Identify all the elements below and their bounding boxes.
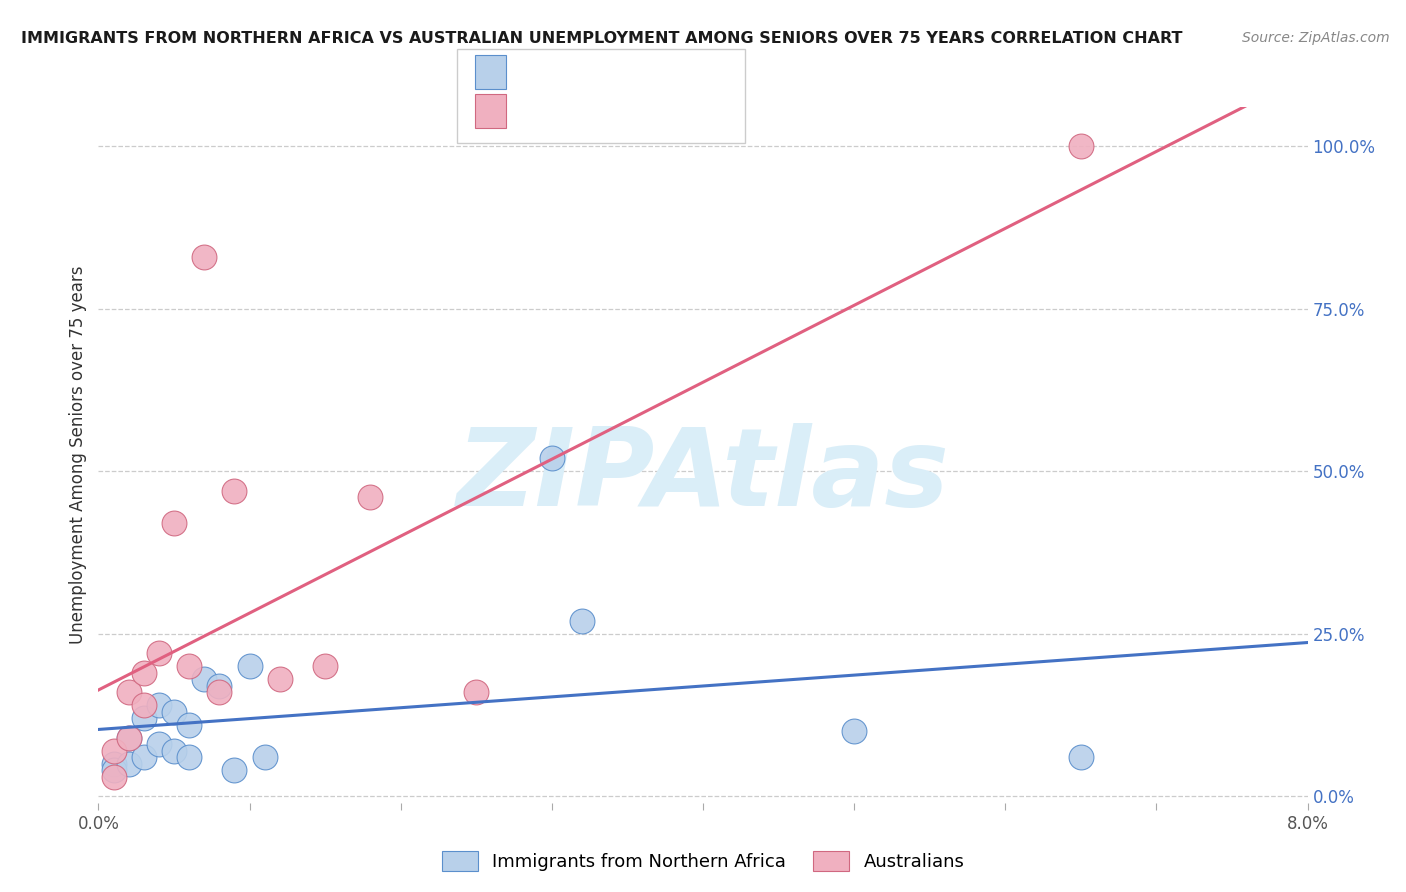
Point bbox=[132, 711, 155, 725]
Point bbox=[179, 659, 201, 673]
Point bbox=[253, 750, 276, 764]
Point bbox=[148, 646, 170, 660]
Point bbox=[224, 483, 246, 498]
Point bbox=[132, 698, 155, 713]
Point bbox=[163, 744, 186, 758]
Point bbox=[239, 659, 262, 673]
Point bbox=[163, 705, 186, 719]
Point bbox=[208, 679, 231, 693]
Text: 0.754: 0.754 bbox=[557, 102, 619, 120]
Point bbox=[360, 490, 382, 504]
Point bbox=[118, 731, 141, 745]
Text: 0.219: 0.219 bbox=[557, 62, 619, 82]
Point bbox=[314, 659, 336, 673]
Point bbox=[193, 672, 215, 686]
Legend: Immigrants from Northern Africa, Australians: Immigrants from Northern Africa, Austral… bbox=[434, 844, 972, 879]
Point bbox=[103, 744, 125, 758]
Point bbox=[541, 451, 564, 466]
Point bbox=[571, 614, 593, 628]
Point bbox=[118, 731, 141, 745]
Point bbox=[148, 698, 170, 713]
Point bbox=[1070, 750, 1092, 764]
Point bbox=[208, 685, 231, 699]
Point bbox=[103, 756, 125, 771]
Point bbox=[224, 764, 246, 778]
Point bbox=[844, 724, 866, 739]
Text: Source: ZipAtlas.com: Source: ZipAtlas.com bbox=[1241, 31, 1389, 45]
Point bbox=[193, 250, 215, 264]
Point bbox=[132, 750, 155, 764]
Point bbox=[103, 770, 125, 784]
Point bbox=[148, 737, 170, 751]
Point bbox=[1070, 139, 1092, 153]
Text: R =: R = bbox=[515, 102, 557, 120]
Text: N =: N = bbox=[610, 62, 666, 82]
Text: N =: N = bbox=[610, 102, 666, 120]
Text: R =: R = bbox=[515, 62, 557, 82]
Point bbox=[103, 764, 125, 778]
Y-axis label: Unemployment Among Seniors over 75 years: Unemployment Among Seniors over 75 years bbox=[69, 266, 87, 644]
Text: ZIPAtlas: ZIPAtlas bbox=[457, 423, 949, 529]
Point bbox=[465, 685, 488, 699]
Point bbox=[118, 756, 141, 771]
Text: 21: 21 bbox=[659, 62, 686, 82]
Point bbox=[118, 685, 141, 699]
Point bbox=[132, 665, 155, 680]
Point bbox=[163, 516, 186, 531]
Text: IMMIGRANTS FROM NORTHERN AFRICA VS AUSTRALIAN UNEMPLOYMENT AMONG SENIORS OVER 75: IMMIGRANTS FROM NORTHERN AFRICA VS AUSTR… bbox=[21, 31, 1182, 46]
Point bbox=[179, 718, 201, 732]
Point bbox=[269, 672, 291, 686]
Point bbox=[179, 750, 201, 764]
Text: 17: 17 bbox=[659, 102, 686, 120]
